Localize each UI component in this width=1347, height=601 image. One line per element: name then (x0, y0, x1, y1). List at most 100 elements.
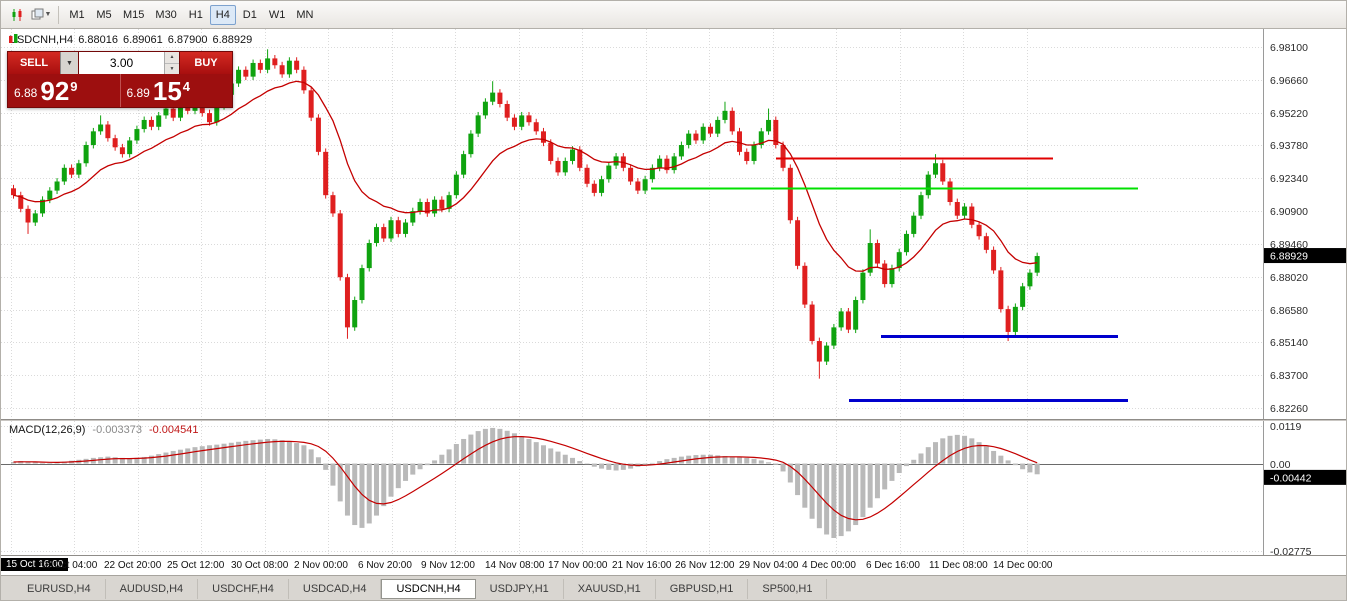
chart-tab-EURUSD-H4[interactable]: EURUSD,H4 (13, 579, 106, 599)
price-axis-label: 6.95220 (1270, 108, 1308, 120)
candlestick-chart-icon[interactable] (5, 4, 29, 26)
timeframe-button-W1[interactable]: W1 (268, 8, 286, 21)
chevron-down-icon: ▼ (44, 11, 52, 18)
sell-price-point: 9 (70, 79, 78, 94)
macd-panel[interactable]: 0.0119 0.00 -0.02775 -0.00442 MACD(12,26,9)… (1, 421, 1346, 555)
macd-signal-line (13, 435, 1038, 521)
macd-value-badge: -0.00442 (1264, 469, 1346, 485)
chart-profile-icon[interactable]: ▼ (29, 4, 53, 26)
candlestick-glyph (12, 8, 22, 21)
time-axis-label: 22 Oct 20:00 (104, 560, 162, 571)
timeframe-button-D1[interactable]: D1 (242, 8, 257, 21)
price-axis-label: 6.83700 (1270, 370, 1308, 382)
time-axis-label: 2 Nov 00:00 (294, 560, 348, 571)
price-axis-label: 6.93780 (1270, 140, 1308, 152)
price-axis-label: 6.98100 (1270, 42, 1308, 54)
price-axis-label: 6.82260 (1270, 403, 1308, 415)
price-axis-label: 6.90900 (1270, 206, 1308, 218)
buy-price-point: 4 (182, 79, 191, 94)
time-axis-label: 18 Oct 04:00 (40, 560, 98, 571)
time-axis[interactable]: 15 Oct 16:00 18 Oct 04:00 22 Oct 20:00 25 O… (1, 555, 1346, 575)
chart-tab-USDJPY-H1[interactable]: USDJPY,H1 (476, 579, 564, 599)
chart-tabs-bar: EURUSD,H4 AUDUSD,H4 USDCHF,H4 USDCAD,H4 USDC… (1, 575, 1346, 600)
macd-main-value: -0.003373 (92, 424, 142, 436)
buy-price-prefix: 6.89 (126, 86, 150, 100)
chart-tab-SP500-H1[interactable]: SP500,H1 (748, 579, 828, 599)
time-axis-label: 26 Nov 12:00 (675, 560, 735, 571)
candles (11, 49, 1040, 379)
time-axis-label: 9 Nov 12:00 (421, 560, 475, 571)
volume-down-button[interactable]: ▼ (165, 63, 179, 74)
svg-text:-0.00442: -0.00442 (1270, 472, 1312, 484)
macd-axis-label: -0.02775 (1270, 546, 1312, 555)
sell-price[interactable]: 6.88 92 9 (8, 74, 120, 107)
time-axis-label: 14 Dec 00:00 (993, 560, 1053, 571)
timeframe-button-MN[interactable]: MN (296, 8, 314, 21)
timeframe-button-M1[interactable]: M1 (69, 8, 85, 21)
chart-window: 6.98100 6.96660 6.95220 6.93780 6.92340 6.909… (1, 29, 1346, 575)
volume-stepper: ▲ ▼ (164, 52, 179, 74)
sell-button[interactable]: SELL (8, 52, 60, 74)
toolbar-separator (58, 5, 59, 24)
macd-signal-value: -0.004541 (148, 424, 199, 436)
time-axis-label: 14 Nov 08:00 (485, 560, 545, 571)
price-axis-label: 6.86580 (1270, 305, 1308, 317)
volume-input[interactable]: 3.00 ▲ ▼ (78, 52, 180, 74)
symbol-icon (9, 34, 18, 43)
time-axis-label: 29 Nov 04:00 (739, 560, 799, 571)
chart-tab-GBPUSD-H1[interactable]: GBPUSD,H1 (656, 579, 749, 599)
sell-price-prefix: 6.88 (14, 86, 38, 100)
ohlc-high: 6.89061 (122, 34, 163, 46)
chart-tab-USDCNH-H4[interactable]: USDCNH,H4 (381, 579, 476, 599)
ohlc-close: 6.88929 (212, 34, 253, 46)
macd-histogram (11, 427, 1040, 538)
time-axis-label: 25 Oct 12:00 (167, 560, 225, 571)
buy-button[interactable]: BUY (180, 52, 232, 74)
panel-splitter[interactable] (1, 419, 1346, 421)
time-axis-label: 6 Dec 16:00 (866, 560, 920, 571)
selected-time-label: 15 Oct 16:00 (1, 558, 69, 571)
price-axis-label: 6.96660 (1270, 75, 1308, 87)
timeframe-button-M30[interactable]: M30 (155, 8, 177, 21)
buy-price-pips: 15 (152, 76, 182, 106)
chart-tab-USDCAD-H4[interactable]: USDCAD,H4 (289, 579, 382, 599)
timeframe-button-H1[interactable]: H1 (188, 8, 203, 21)
current-price-badge: 6.88929 (1264, 248, 1346, 264)
chart-tab-XAUUSD-H1[interactable]: XAUUSD,H1 (564, 579, 656, 599)
macd-canvas[interactable]: 0.0119 0.00 -0.02775 -0.00442 (1, 421, 1347, 555)
chevron-down-icon: ▼ (66, 59, 73, 67)
buy-price[interactable]: 6.89 15 4 (119, 74, 233, 107)
price-axis-label: 6.89460 (1270, 239, 1308, 251)
svg-text:6.88929: 6.88929 (1270, 251, 1308, 263)
order-type-dropdown[interactable]: ▼ (60, 52, 78, 74)
timeframe-button-H4[interactable]: H4 (209, 4, 236, 25)
volume-value[interactable]: 3.00 (109, 56, 134, 70)
price-axis-label: 6.85140 (1270, 337, 1308, 349)
moving-average-line (13, 80, 1038, 272)
timeframe-button-M5[interactable]: M5 (96, 8, 112, 21)
timeframe-group: M1 M5 M15 M30 H1 H4 D1 W1 MN (64, 4, 318, 25)
chart-tab-AUDUSD-H4[interactable]: AUDUSD,H4 (106, 579, 199, 599)
timeframe-button-M15[interactable]: M15 (123, 8, 145, 21)
time-axis-label: 30 Oct 08:00 (231, 560, 289, 571)
one-click-trading-panel: SELL ▼ 3.00 ▲ ▼ BUY 6.88 (7, 51, 233, 108)
time-axis-label: 11 Dec 08:00 (929, 560, 988, 571)
macd-name: MACD(12,26,9) (9, 424, 86, 436)
time-axis-label: 6 Nov 20:00 (358, 560, 412, 571)
toolbar: ▼ M1 M5 M15 M30 H1 H4 D1 W1 MN (1, 1, 1346, 29)
layers-glyph (31, 8, 44, 20)
symbol-ohlc-line: USDCNH,H4 6.88016 6.89061 6.87900 6.8892… (9, 34, 252, 46)
price-axis-label: 6.92340 (1270, 173, 1308, 185)
macd-axis-label: 0.0119 (1270, 421, 1301, 433)
ohlc-open: 6.88016 (78, 34, 118, 46)
ohlc-low: 6.87900 (167, 34, 208, 46)
time-axis-label: 17 Nov 00:00 (548, 560, 608, 571)
chart-tab-USDCHF-H4[interactable]: USDCHF,H4 (198, 579, 289, 599)
price-chart[interactable]: 6.98100 6.96660 6.95220 6.93780 6.92340 6.909… (1, 29, 1346, 419)
symbol-name: USDCNH,H4 (9, 34, 74, 46)
macd-indicator-label: MACD(12,26,9) -0.003373 -0.004541 (9, 424, 199, 436)
volume-up-button[interactable]: ▲ (165, 52, 179, 64)
time-axis-label: 21 Nov 16:00 (612, 560, 672, 571)
price-axis-label: 6.88020 (1270, 272, 1308, 284)
